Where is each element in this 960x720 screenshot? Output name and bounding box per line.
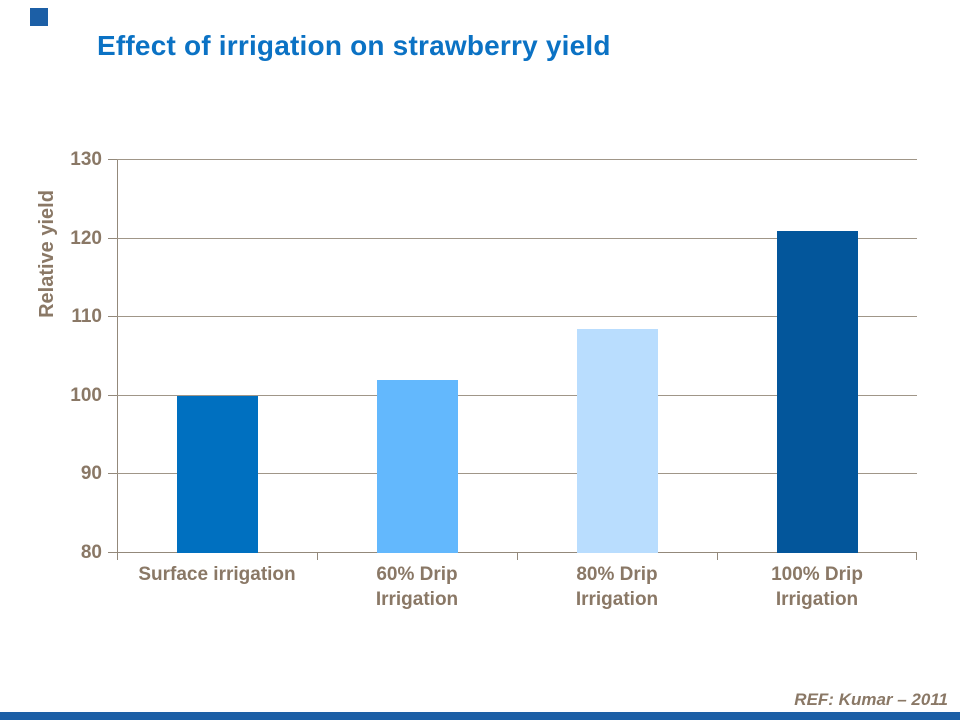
x-category-label-2: 60% Drip Irrigation [375, 564, 459, 610]
plot-area [108, 159, 917, 553]
x-tick-mark-1 [317, 553, 318, 560]
y-axis-tick-marks [108, 159, 117, 553]
gridline-90 [117, 473, 917, 475]
x-axis-tick-marks [117, 553, 917, 560]
gridline-110 [117, 316, 917, 318]
chart-title: Effect of irrigation on strawberry yield [97, 30, 611, 61]
y-tick-mark-110 [108, 316, 117, 318]
y-tick-label-100: 100 [70, 384, 102, 406]
x-axis-category-labels: Surface irrigation 60% Drip Irrigation 80%… [117, 562, 917, 622]
bar-1 [176, 395, 258, 553]
y-tick-mark-100 [108, 394, 117, 396]
y-tick-mark-120 [108, 237, 117, 239]
y-tick-label-90: 90 [80, 463, 102, 485]
reference-text: REF: Kumar – 2011 [794, 690, 948, 709]
x-tick-mark-0 [117, 553, 118, 560]
y-tick-label-110: 110 [71, 306, 102, 328]
gridline-130 [117, 159, 917, 160]
x-tick-mark-3 [717, 553, 718, 560]
gridline-120 [117, 237, 917, 239]
slide-accent-square [30, 8, 48, 26]
y-tick-label-80: 80 [80, 542, 102, 563]
y-tick-label-130: 130 [70, 149, 102, 170]
x-tick-mark-4 [916, 553, 917, 560]
y-tick-mark-130 [108, 159, 117, 160]
x-axis-line [108, 552, 917, 553]
y-axis-line [117, 160, 118, 553]
x-category-label-3: 80% Drip Irrigation [575, 564, 659, 610]
y-tick-label-120: 120 [70, 227, 102, 249]
y-tick-mark-80 [108, 552, 117, 553]
y-tick-mark-90 [108, 473, 117, 475]
x-category-label-4: 100% Drip Irrigation [771, 564, 863, 610]
bar-4 [776, 230, 858, 553]
x-tick-mark-2 [517, 553, 518, 560]
bar-2 [376, 380, 458, 553]
y-axis-tick-labels: 80 90 100 110 120 130 [40, 149, 102, 563]
gridline-100 [117, 394, 917, 396]
bar-3 [576, 329, 658, 553]
x-category-label-1: Surface irrigation [138, 564, 296, 585]
slide-bottom-bar [0, 712, 960, 720]
